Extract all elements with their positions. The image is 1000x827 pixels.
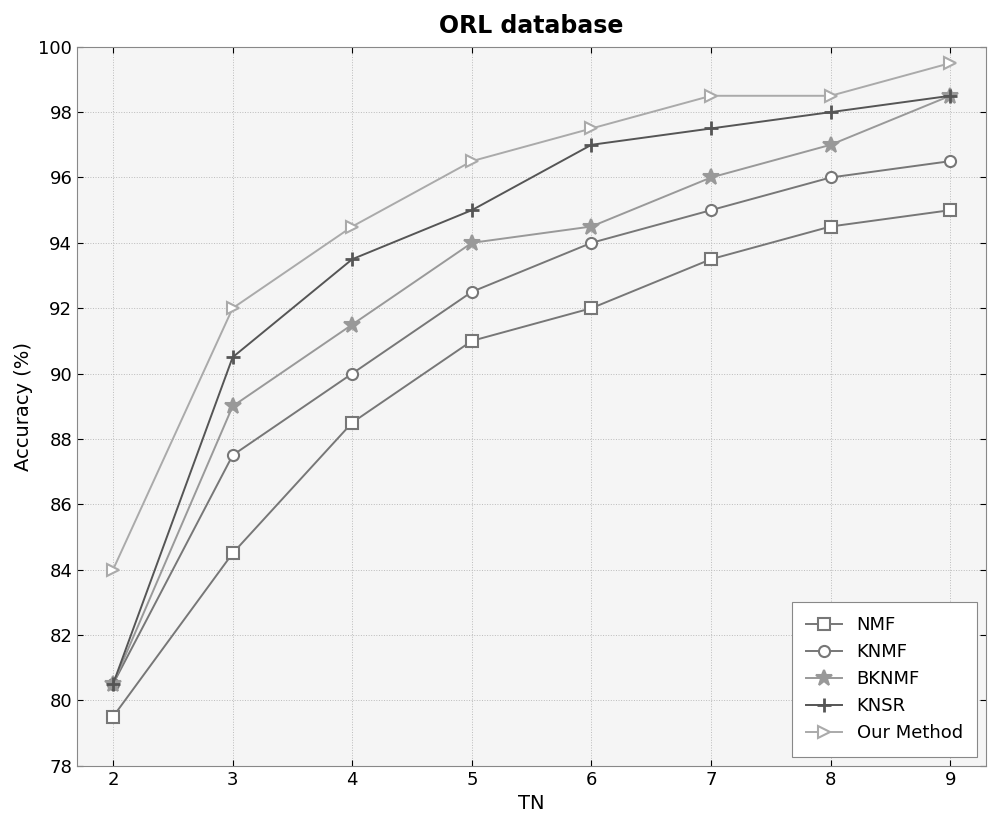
Line: NMF: NMF [108,204,956,722]
BKNMF [944,91,956,101]
BKNMF [825,140,837,150]
NMF [346,418,358,428]
BKNMF [346,319,358,329]
Our Method [825,91,837,101]
Our Method [705,91,717,101]
Our Method [346,222,358,232]
KNSR [466,205,478,215]
BKNMF [107,679,119,689]
KNMF [466,287,478,297]
KNSR [944,91,956,101]
KNMF [825,173,837,183]
NMF [227,548,239,558]
X-axis label: TN: TN [518,794,545,813]
KNMF [227,450,239,460]
KNSR [585,140,597,150]
Our Method [227,304,239,313]
KNMF [107,679,119,689]
KNSR [705,123,717,133]
BKNMF [227,401,239,411]
Our Method [944,58,956,68]
NMF [466,336,478,346]
KNSR [227,352,239,362]
KNSR [346,254,358,264]
KNMF [944,156,956,166]
KNSR [825,108,837,117]
Line: Our Method: Our Method [107,57,956,576]
Line: KNSR: KNSR [106,88,957,691]
Our Method [107,565,119,575]
BKNMF [585,222,597,232]
BKNMF [466,238,478,248]
NMF [705,254,717,264]
NMF [585,304,597,313]
NMF [944,205,956,215]
Line: KNMF: KNMF [108,155,956,690]
NMF [825,222,837,232]
Our Method [585,123,597,133]
KNMF [585,238,597,248]
Line: BKNMF: BKNMF [105,88,959,692]
KNMF [705,205,717,215]
Legend: NMF, KNMF, BKNMF, KNSR, Our Method: NMF, KNMF, BKNMF, KNSR, Our Method [792,602,977,757]
KNMF [346,369,358,379]
BKNMF [705,173,717,183]
Y-axis label: Accuracy (%): Accuracy (%) [14,342,33,471]
Our Method [466,156,478,166]
Title: ORL database: ORL database [439,14,624,38]
NMF [107,712,119,722]
KNSR [107,679,119,689]
